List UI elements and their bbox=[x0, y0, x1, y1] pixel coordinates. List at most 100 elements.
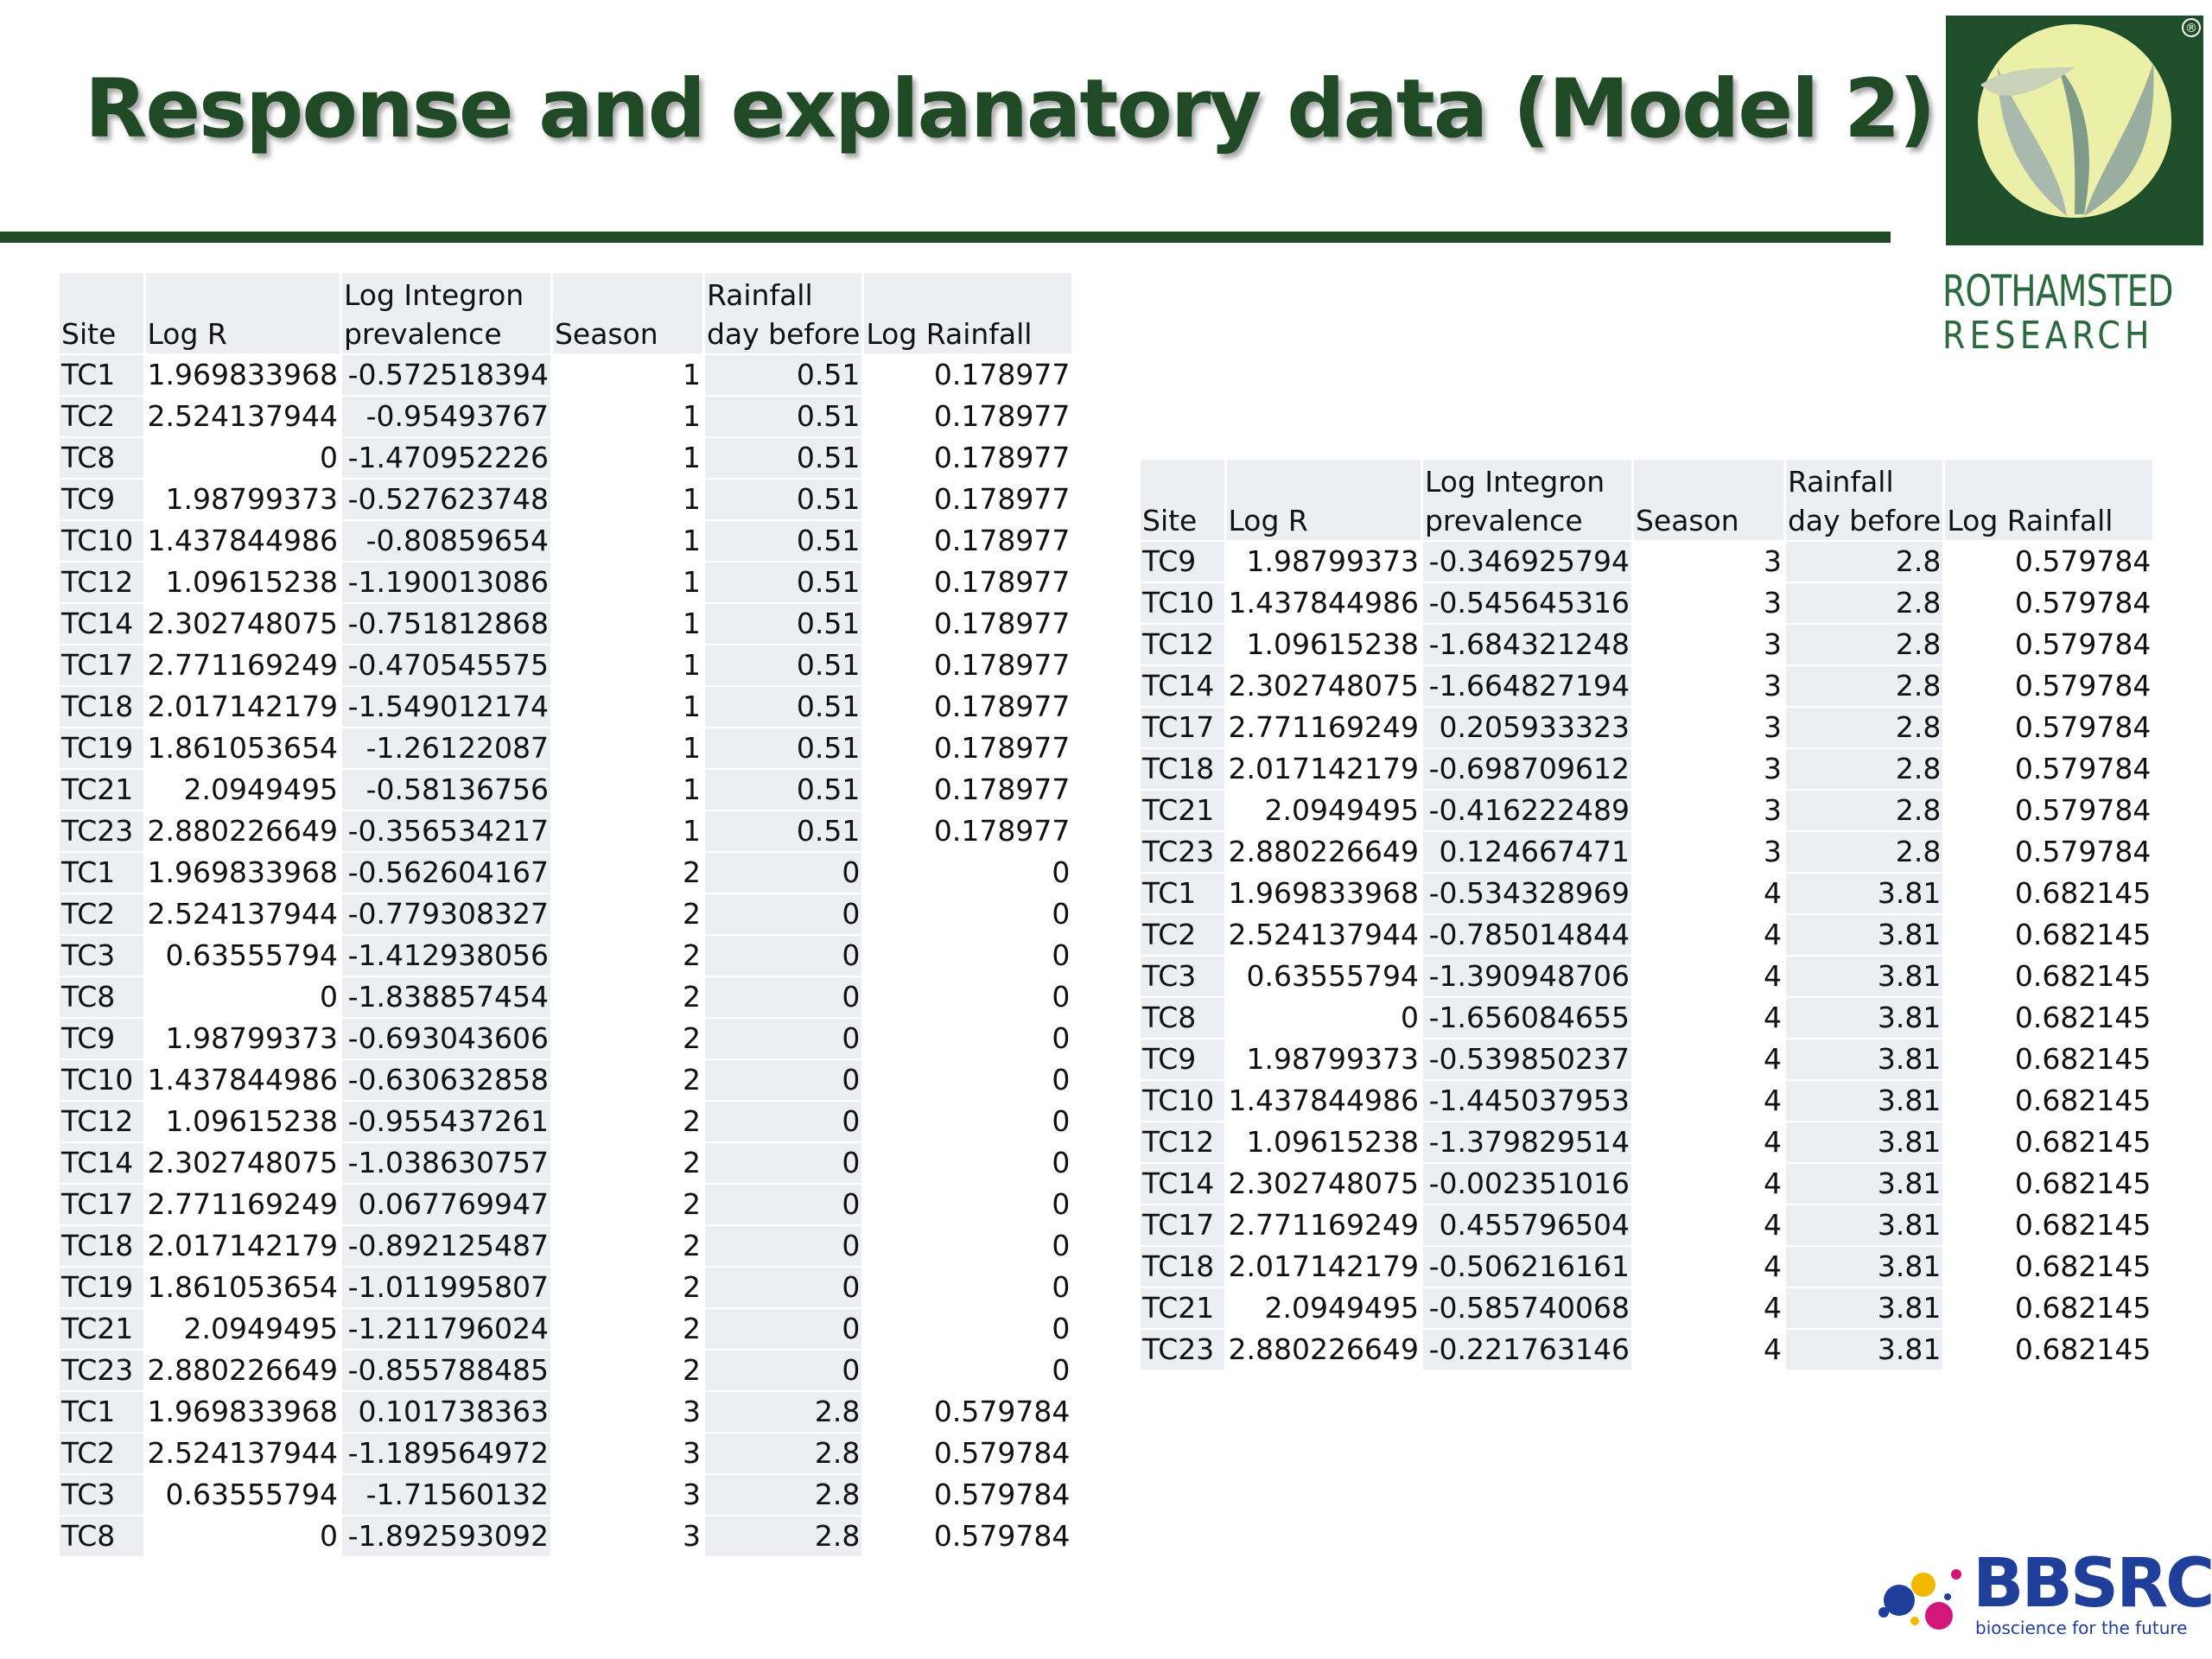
table-row: TC14 2.302748075 -0.002351016 4 3.81 0.682145 bbox=[1141, 1163, 2156, 1205]
rainfall-cell: 2.8 bbox=[1784, 748, 1946, 791]
site-cell: TC8 bbox=[60, 437, 146, 480]
rainfall-cell: 3.81 bbox=[1784, 1205, 1946, 1247]
log-rainfall-cell: 0.579784 bbox=[1943, 831, 2156, 874]
log-r-cell: 1.09615238 bbox=[1225, 1122, 1423, 1164]
log-r-cell: 2.880226649 bbox=[144, 810, 342, 853]
log-integron-cell: -1.011995807 bbox=[340, 1267, 553, 1309]
log-rainfall-cell: 0 bbox=[862, 1142, 1075, 1185]
season-cell: 3 bbox=[551, 1433, 705, 1475]
site-cell: TC10 bbox=[1141, 582, 1227, 625]
log-integron-cell: -1.549012174 bbox=[340, 686, 553, 728]
log-rainfall-cell: 0.178977 bbox=[862, 396, 1075, 438]
season-cell: 4 bbox=[1632, 997, 1786, 1039]
log-r-cell: 2.880226649 bbox=[1225, 1329, 1423, 1371]
log-rainfall-cell: 0.178977 bbox=[862, 437, 1075, 480]
rainfall-cell: 0 bbox=[703, 1308, 865, 1351]
rainfall-cell: 3.81 bbox=[1784, 1163, 1946, 1205]
site-cell: TC14 bbox=[1141, 1163, 1227, 1205]
log-rainfall-cell: 0.178977 bbox=[862, 645, 1075, 687]
rainfall-cell: 2.8 bbox=[703, 1516, 865, 1558]
site-cell: TC19 bbox=[60, 728, 146, 770]
rainfall-cell: 0 bbox=[703, 1059, 865, 1102]
site-cell: TC23 bbox=[1141, 831, 1227, 874]
table-body-right: TC9 1.98799373 -0.346925794 3 2.8 0.579784 TC1… bbox=[1141, 541, 2156, 1371]
season-cell: 3 bbox=[1632, 790, 1786, 832]
log-r-cell: 2.0949495 bbox=[1225, 1287, 1423, 1330]
log-rainfall-cell: 0 bbox=[862, 1101, 1075, 1143]
table-row: TC8 0 -1.656084655 4 3.81 0.682145 bbox=[1141, 997, 2156, 1039]
log-r-cell: 2.880226649 bbox=[144, 1350, 342, 1392]
log-r-cell: 1.969833968 bbox=[144, 354, 342, 397]
col-header-log-rainfall: Log Rainfall bbox=[862, 273, 1075, 355]
season-cell: 4 bbox=[1632, 1205, 1786, 1247]
log-integron-cell: -0.572518394 bbox=[340, 354, 553, 397]
col-header-site: Site bbox=[60, 273, 146, 355]
site-cell: TC18 bbox=[1141, 1246, 1227, 1288]
rothamsted-logo: ® ROTHAMSTED RESEARCH bbox=[1942, 16, 2203, 358]
log-r-cell: 2.771169249 bbox=[144, 1184, 342, 1226]
log-rainfall-cell: 0.682145 bbox=[1943, 1205, 2156, 1247]
log-r-cell: 2.524137944 bbox=[1225, 914, 1423, 957]
registered-mark: ® bbox=[2185, 22, 2197, 35]
rainfall-cell: 2.8 bbox=[1784, 541, 1946, 583]
log-integron-cell: -0.527623748 bbox=[340, 479, 553, 521]
site-cell: TC1 bbox=[60, 354, 146, 397]
rainfall-cell: 0 bbox=[703, 1184, 865, 1226]
site-cell: TC3 bbox=[1141, 956, 1227, 998]
site-cell: TC12 bbox=[60, 562, 146, 604]
season-cell: 2 bbox=[551, 1101, 705, 1143]
site-cell: TC2 bbox=[60, 396, 146, 438]
log-rainfall-cell: 0.682145 bbox=[1943, 1329, 2156, 1371]
season-cell: 2 bbox=[551, 893, 705, 936]
log-rainfall-cell: 0.178977 bbox=[862, 769, 1075, 811]
log-rainfall-cell: 0 bbox=[862, 935, 1075, 977]
log-r-cell: 2.302748075 bbox=[1225, 1163, 1423, 1205]
log-r-cell: 1.969833968 bbox=[144, 852, 342, 894]
season-cell: 1 bbox=[551, 396, 705, 438]
log-rainfall-cell: 0 bbox=[862, 1267, 1075, 1309]
log-integron-cell: -0.562604167 bbox=[340, 852, 553, 894]
table-row: TC1 1.969833968 -0.572518394 1 0.51 0.178977 bbox=[60, 354, 1075, 397]
log-rainfall-cell: 0.579784 bbox=[862, 1391, 1075, 1433]
col-header-log-integron: Log Integron prevalence bbox=[1421, 460, 1634, 542]
table-row: TC10 1.437844986 -0.80859654 1 0.51 0.178977 bbox=[60, 520, 1075, 563]
log-integron-cell: 0.124667471 bbox=[1421, 831, 1634, 874]
log-integron-cell: -1.838857454 bbox=[340, 976, 553, 1019]
table-row: TC10 1.437844986 -0.630632858 2 0 0 bbox=[60, 1059, 1075, 1102]
rainfall-cell: 0.51 bbox=[703, 437, 865, 480]
log-integron-cell: -0.470545575 bbox=[340, 645, 553, 687]
log-rainfall-cell: 0.579784 bbox=[1943, 582, 2156, 625]
table-row: TC17 2.771169249 -0.470545575 1 0.51 0.178977 bbox=[60, 645, 1075, 687]
rainfall-cell: 0 bbox=[703, 1225, 865, 1268]
table-row: TC8 0 -1.892593092 3 2.8 0.579784 bbox=[60, 1516, 1075, 1558]
log-rainfall-cell: 0.682145 bbox=[1943, 1246, 2156, 1288]
log-rainfall-cell: 0.579784 bbox=[1943, 665, 2156, 708]
rainfall-cell: 3.81 bbox=[1784, 997, 1946, 1039]
log-integron-cell: -0.855788485 bbox=[340, 1350, 553, 1392]
site-cell: TC2 bbox=[60, 893, 146, 936]
log-r-cell: 1.98799373 bbox=[144, 1018, 342, 1060]
season-cell: 2 bbox=[551, 976, 705, 1019]
rainfall-cell: 2.8 bbox=[1784, 790, 1946, 832]
log-rainfall-cell: 0.178977 bbox=[862, 562, 1075, 604]
table-row: TC9 1.98799373 -0.693043606 2 0 0 bbox=[60, 1018, 1075, 1060]
log-integron-cell: -1.412938056 bbox=[340, 935, 553, 977]
table-row: TC19 1.861053654 -1.26122087 1 0.51 0.178977 bbox=[60, 728, 1075, 770]
rainfall-cell: 0 bbox=[703, 852, 865, 894]
log-rainfall-cell: 0 bbox=[862, 1018, 1075, 1060]
rainfall-cell: 0.51 bbox=[703, 396, 865, 438]
log-integron-cell: -1.211796024 bbox=[340, 1308, 553, 1351]
table-row: TC14 2.302748075 -1.664827194 3 2.8 0.579784 bbox=[1141, 665, 2156, 708]
log-rainfall-cell: 0.579784 bbox=[862, 1433, 1075, 1475]
season-cell: 3 bbox=[1632, 831, 1786, 874]
rainfall-cell: 0.51 bbox=[703, 728, 865, 770]
site-cell: TC14 bbox=[1141, 665, 1227, 708]
data-table-left: Site Log R Log Integron prevalence Season… bbox=[60, 273, 1075, 1558]
site-cell: TC23 bbox=[60, 810, 146, 853]
col-header-log-r: Log R bbox=[1225, 460, 1423, 542]
log-rainfall-cell: 0.579784 bbox=[862, 1516, 1075, 1558]
site-cell: TC1 bbox=[1141, 873, 1227, 915]
site-cell: TC8 bbox=[1141, 997, 1227, 1039]
log-rainfall-cell: 0.178977 bbox=[862, 479, 1075, 521]
log-r-cell: 2.524137944 bbox=[144, 1433, 342, 1475]
